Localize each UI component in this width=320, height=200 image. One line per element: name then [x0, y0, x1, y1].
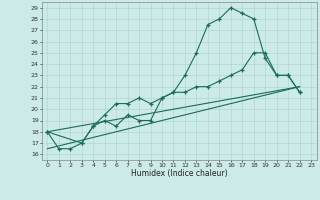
X-axis label: Humidex (Indice chaleur): Humidex (Indice chaleur)	[131, 169, 228, 178]
